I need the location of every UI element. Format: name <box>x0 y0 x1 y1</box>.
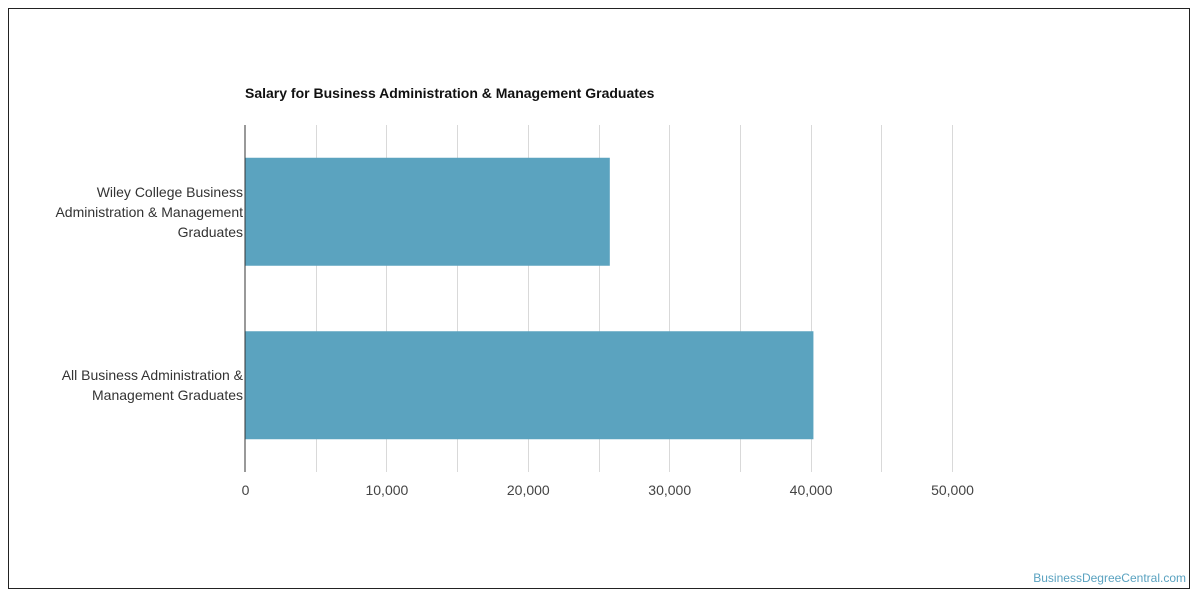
bar[interactable] <box>245 331 814 440</box>
category-label-line: Graduates <box>177 223 243 240</box>
category-label: Wiley College Business Administration & M… <box>13 182 243 242</box>
chart-title: Salary for Business Administration & Man… <box>245 85 655 101</box>
x-tick-label: 30,000 <box>648 482 691 498</box>
bar[interactable] <box>245 157 610 266</box>
bars <box>245 157 814 440</box>
x-tick-label: 20,000 <box>507 482 550 498</box>
category-label: All Business Administration & Management … <box>13 365 243 405</box>
category-label-line: Management Graduates <box>92 387 243 404</box>
x-tick-label: 50,000 <box>931 482 974 498</box>
x-tick-labels: 0 10,000 20,000 30,000 40,000 50,000 <box>242 482 975 498</box>
category-label-line: Administration & Management <box>55 203 243 220</box>
x-tick-label: 40,000 <box>790 482 833 498</box>
category-label-line: Wiley College Business <box>96 183 243 200</box>
x-tick-label: 10,000 <box>365 482 408 498</box>
watermark[interactable]: BusinessDegreeCentral.com <box>1033 571 1186 585</box>
x-tick-label: 0 <box>242 482 250 498</box>
category-label-line: All Business Administration & <box>61 367 243 384</box>
